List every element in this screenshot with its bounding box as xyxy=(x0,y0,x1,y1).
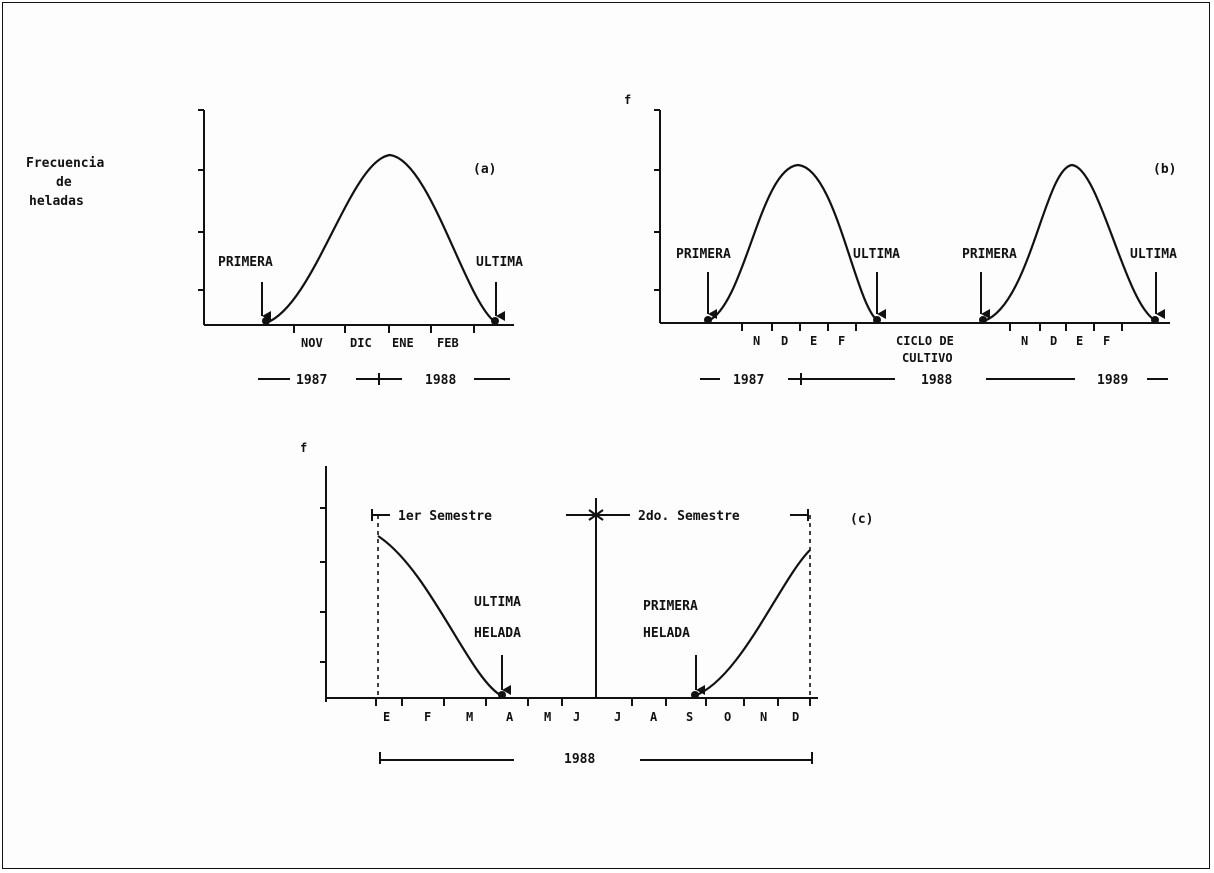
panel-b-first-label: PRIMERA xyxy=(962,247,1017,262)
panel-a-last-frost-point xyxy=(491,317,499,325)
panel-c-month: J xyxy=(573,710,580,724)
panel-b-year: 1988 xyxy=(921,373,952,388)
ylabel-line-2: de xyxy=(56,175,72,190)
panel-a-month: ENE xyxy=(392,336,414,350)
panel-c-last-frost-line-2: HELADA xyxy=(474,626,521,641)
panel-b-f-label: f xyxy=(624,93,631,107)
y-axis-label: Frecuencia de heladas xyxy=(26,156,104,209)
panel-c-year: 1988 xyxy=(564,752,595,767)
panel-c-month: D xyxy=(792,710,799,724)
panel-c-first-semester: 1er Semestre xyxy=(398,509,492,524)
panel-b-last-frost-point xyxy=(873,316,881,324)
panel-b-month: E xyxy=(1076,334,1083,348)
panel-b-frost-curve-2 xyxy=(983,163,1157,323)
panel-b-label: (b) xyxy=(1153,162,1176,177)
panel-c-last-frost-point xyxy=(498,691,506,699)
panel-a-last-label: ULTIMA xyxy=(476,255,523,270)
panel-b-month: F xyxy=(1103,334,1110,348)
panel-b-month: F xyxy=(838,334,845,348)
panel-b-year-bar xyxy=(700,373,1168,385)
panel-c-first-frost-curve xyxy=(693,549,811,698)
panel-b-x-ticks xyxy=(741,323,1123,331)
panel-a-year: 1988 xyxy=(425,373,456,388)
panel-c-month: E xyxy=(383,710,390,724)
panel-c-year-bar xyxy=(379,752,813,764)
panel-c-first-frost-line-2: HELADA xyxy=(643,626,690,641)
panel-c-month: A xyxy=(650,710,658,724)
panel-a-year: 1987 xyxy=(296,373,327,388)
panel-c-f-label: f xyxy=(300,441,307,455)
panel-b-month: D xyxy=(781,334,788,348)
panel-b-month: N xyxy=(1021,334,1028,348)
panel-c-month: N xyxy=(760,710,767,724)
panel-c-x-ticks xyxy=(375,698,811,706)
panel-a-label: (a) xyxy=(473,162,496,177)
panel-c-y-ticks xyxy=(320,507,326,663)
panel-c-last-frost-curve xyxy=(377,535,503,697)
panel-c: f xyxy=(300,441,873,767)
panel-c-month: S xyxy=(686,710,693,724)
panel-a-month: FEB xyxy=(437,336,459,350)
panel-b-cycle-line-2: CULTIVO xyxy=(902,351,953,365)
panel-b-y-ticks xyxy=(654,109,660,291)
panel-a-first-label: PRIMERA xyxy=(218,255,273,270)
ylabel-line-1: Frecuencia xyxy=(26,156,104,171)
panel-c-month: A xyxy=(506,710,514,724)
panel-a-month: NOV xyxy=(301,336,323,350)
panel-c-first-frost-line-1: PRIMERA xyxy=(643,599,698,614)
ylabel-line-3: heladas xyxy=(29,194,84,209)
panel-c-month: M xyxy=(466,710,473,724)
panel-a-first-frost-point xyxy=(262,317,270,325)
panel-a-year-bar xyxy=(258,373,510,385)
panel-b-first-frost-point xyxy=(704,316,712,324)
panel-c-semester-bars xyxy=(371,508,809,522)
panel-a: PRIMERA ULTIMA (a) NOV DIC ENE FEB 1987 … xyxy=(198,109,523,388)
panel-b-frost-curve-1 xyxy=(707,163,879,323)
panel-b-last-label: ULTIMA xyxy=(1130,247,1177,262)
panel-a-frost-curve xyxy=(265,153,496,325)
panel-c-first-frost-point xyxy=(691,691,699,699)
panel-b-last-label: ULTIMA xyxy=(853,247,900,262)
panel-c-second-semester: 2do. Semestre xyxy=(638,509,740,524)
panel-a-x-ticks xyxy=(293,325,475,333)
panel-b-first-label: PRIMERA xyxy=(676,247,731,262)
panel-c-last-frost-line-1: ULTIMA xyxy=(474,595,521,610)
panel-b-month: N xyxy=(753,334,760,348)
panel-b-cycle-line-1: CICLO DE xyxy=(896,334,954,348)
panel-c-label: (c) xyxy=(850,512,873,527)
panel-b-month: D xyxy=(1050,334,1057,348)
panel-c-month: O xyxy=(724,710,731,724)
panel-b-month: E xyxy=(810,334,817,348)
panel-c-month: J xyxy=(614,710,621,724)
panel-a-y-ticks xyxy=(198,109,204,291)
panel-c-month: F xyxy=(424,710,431,724)
panel-c-month: M xyxy=(544,710,551,724)
panel-a-month: DIC xyxy=(350,336,372,350)
panel-b-last-frost-point xyxy=(1151,316,1159,324)
panel-b: f PRIMERA ULTI xyxy=(624,93,1177,388)
panel-b-first-frost-point xyxy=(979,316,987,324)
panel-b-year: 1987 xyxy=(733,373,764,388)
panel-b-year: 1989 xyxy=(1097,373,1128,388)
